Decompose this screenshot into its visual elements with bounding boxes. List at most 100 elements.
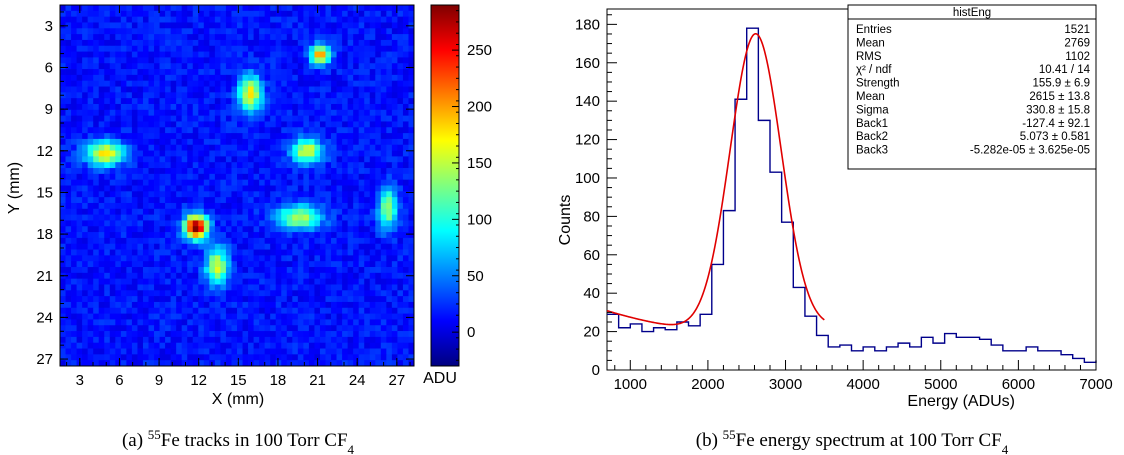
heatmap-cell: [408, 191, 415, 198]
heatmap-cell: [109, 214, 116, 221]
heatmap-cell: [109, 319, 116, 326]
heatmap-cell: [82, 86, 89, 93]
heatmap-cell: [60, 307, 66, 314]
heatmap-cell: [115, 243, 122, 250]
heatmap-cell: [198, 296, 205, 303]
heatmap-cell: [364, 214, 371, 221]
heatmap-cell: [71, 325, 77, 332]
heatmap-cell: [270, 45, 277, 52]
heatmap-cell: [71, 150, 77, 157]
heatmap-cell: [237, 354, 243, 361]
heatmap-cell: [342, 272, 349, 280]
heatmap-cell: [115, 267, 122, 274]
heatmap-cell: [248, 313, 254, 320]
heatmap-cell: [137, 191, 144, 198]
heatmap-cell: [397, 69, 404, 76]
heatmap-cell: [98, 179, 105, 186]
heatmap-cell: [242, 313, 249, 320]
heatmap-cell: [98, 226, 105, 233]
heatmap-cell: [308, 39, 315, 47]
heatmap-cell: [397, 301, 404, 309]
heatmap-cell: [275, 173, 282, 181]
heatmap-cell: [297, 127, 304, 134]
heatmap-cell: [336, 109, 343, 117]
heatmap-cell: [259, 249, 266, 256]
heatmap-cell: [82, 319, 89, 326]
heatmap-cell: [303, 202, 310, 210]
heatmap-cell: [408, 319, 415, 326]
heatmap-cell: [358, 162, 365, 169]
heatmap-cell: [159, 74, 166, 82]
heatmap-cell: [170, 115, 177, 122]
heatmap-cell: [109, 208, 116, 216]
heatmap-cell: [292, 360, 299, 367]
heatmap-cell: [325, 348, 332, 355]
heatmap-cell: [303, 272, 310, 280]
heatmap-cell: [181, 92, 188, 99]
heatmap-cell: [60, 331, 66, 338]
heatmap-cell: [319, 69, 326, 76]
heatmap-cell: [203, 115, 210, 122]
heatmap-cell: [292, 301, 299, 309]
heatmap-cell: [308, 319, 315, 326]
heatmap-cell: [303, 214, 310, 221]
heatmap-cell: [408, 307, 415, 314]
heatmap-cell: [203, 51, 210, 58]
heatmap-cell: [93, 138, 100, 146]
heatmap-cell: [231, 98, 238, 105]
heatmap-cell: [60, 34, 66, 41]
heatmap-cell: [242, 138, 249, 146]
heatmap-cell: [380, 10, 387, 18]
heatmap-cell: [397, 197, 404, 204]
heatmap-cell: [369, 103, 376, 111]
heatmap-cell: [292, 34, 299, 41]
heatmap-cell: [87, 255, 94, 262]
heatmap-cell: [353, 45, 360, 52]
heatmap-cell: [286, 214, 293, 221]
heatmap-cell: [259, 133, 266, 140]
heatmap-cell: [347, 336, 354, 344]
heatmap-cell: [270, 98, 277, 105]
heatmap-cell: [203, 232, 210, 239]
heatmap-cell: [342, 267, 349, 274]
heatmap-cell: [242, 296, 249, 303]
heatmap-cell: [109, 267, 116, 274]
heatmap-cell: [104, 109, 111, 117]
heatmap-cell: [76, 296, 83, 303]
caption-b: (b) 55Fe energy spectrum at 100 Torr CF4: [696, 427, 1009, 455]
heatmap-cell: [331, 133, 337, 140]
heatmap-cell: [286, 51, 293, 58]
heatmap-cell: [93, 10, 100, 18]
heatmap-cell: [87, 267, 94, 274]
heatmap-cell: [286, 191, 293, 198]
heatmap-cell: [170, 325, 177, 332]
heatmap-cell: [303, 331, 310, 338]
heatmap-cell: [60, 179, 66, 186]
heatmap-cell: [264, 173, 271, 181]
heatmap-cell: [65, 243, 72, 250]
heatmap-cell: [386, 28, 393, 35]
heatmap-cell: [375, 57, 382, 64]
heatmap-cell: [336, 255, 343, 262]
heatmap-cell: [264, 243, 271, 250]
heatmap-cell: [65, 319, 72, 326]
heatmap-cell: [286, 39, 293, 47]
heatmap-cell: [131, 319, 138, 326]
heatmap-cell: [253, 301, 260, 309]
heatmap-cell: [397, 156, 404, 163]
heatmap-cell: [347, 5, 354, 12]
heatmap-cell: [176, 202, 183, 210]
heatmap-cell: [231, 284, 238, 291]
heatmap-cell: [170, 127, 177, 134]
heatmap-cell: [237, 342, 243, 349]
heatmap-cell: [297, 69, 304, 76]
heatmap-cell: [386, 360, 393, 367]
heatmap-cell: [71, 80, 77, 87]
heatmap-cell: [126, 331, 133, 338]
heatmap-y-tick-label: 9: [45, 101, 53, 118]
heatmap-cell: [292, 109, 299, 117]
heatmap-cell: [308, 109, 315, 117]
heatmap-cell: [275, 272, 282, 280]
heatmap-cell: [281, 261, 288, 268]
